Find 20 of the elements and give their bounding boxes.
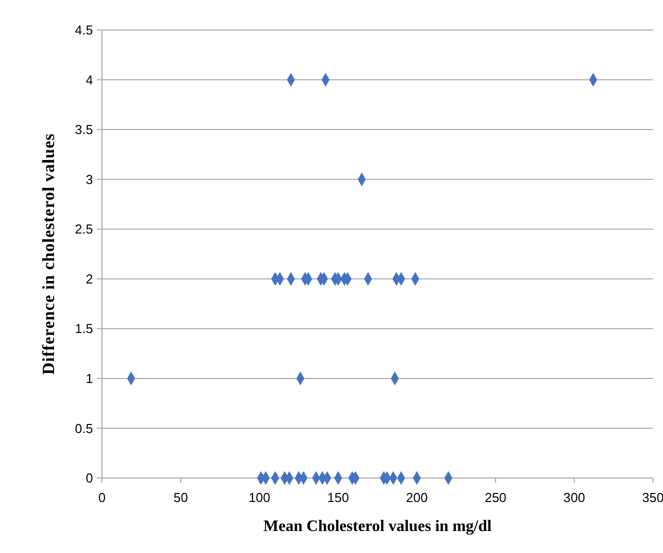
y-tick-label: 4.5: [74, 22, 93, 38]
y-tick-label: 3.5: [74, 122, 93, 138]
x-tick-label: 350: [642, 490, 663, 505]
y-tick-label: 3: [86, 172, 93, 187]
y-tick-label: 1.5: [74, 321, 93, 336]
y-tick-label: 1: [86, 370, 93, 386]
y-tick-label: 4: [86, 72, 93, 88]
y-axis-title: Difference in cholesterol values: [39, 133, 58, 375]
x-tick-label: 300: [563, 490, 586, 505]
x-tick-label: 0: [98, 490, 106, 505]
x-tick-label: 250: [484, 490, 506, 505]
x-tick-label: 200: [406, 490, 428, 505]
y-tick-label: 2.5: [74, 222, 93, 237]
x-tick-label: 100: [248, 490, 270, 505]
x-tick-label: 150: [327, 490, 349, 505]
y-tick-label: 0.5: [74, 420, 93, 436]
y-tick-label: 2: [86, 271, 93, 286]
y-tick-label: 0: [86, 470, 93, 486]
x-tick-label: 50: [173, 490, 188, 505]
x-axis-title: Mean Cholesterol values in mg/dl: [263, 518, 492, 535]
